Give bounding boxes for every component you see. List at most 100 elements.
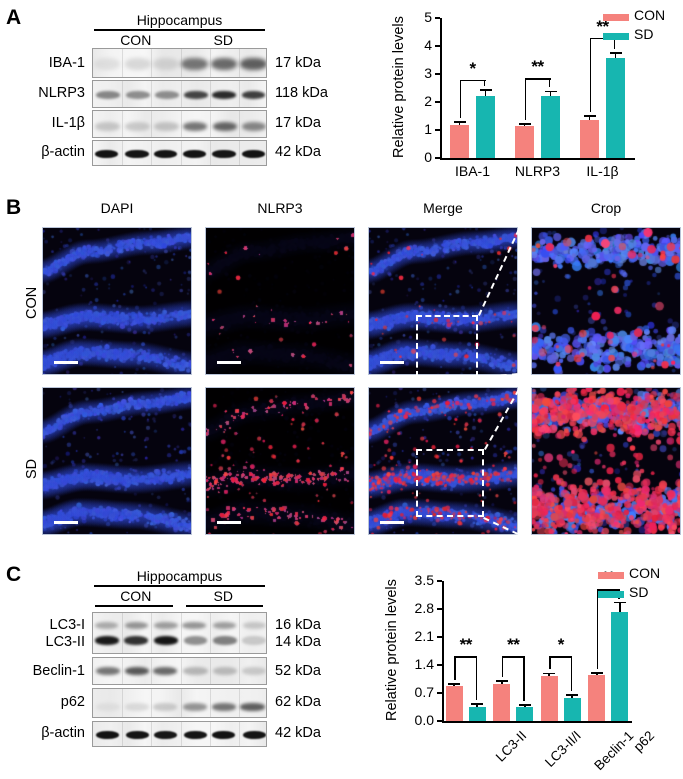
error-bar-cap (448, 683, 461, 685)
micrograph-row-label: CON (24, 286, 40, 319)
blot-band (212, 667, 237, 675)
legend-label-sd: SD (634, 26, 654, 42)
micrograph-sd-merge (368, 387, 518, 535)
blot-box (92, 48, 267, 78)
bar-sd (606, 57, 625, 158)
blot-band (212, 149, 236, 159)
significance-star: ** (459, 635, 473, 655)
y-axis (442, 581, 444, 721)
lane-separator (180, 141, 182, 165)
blot-band (182, 121, 208, 131)
blot-a-group-header: Hippocampus (136, 12, 223, 28)
blot-band (153, 149, 177, 159)
blot-band (124, 121, 150, 131)
x-axis (442, 721, 632, 723)
lane-separator (180, 49, 182, 77)
blot-band (211, 703, 237, 711)
lane-separator (238, 49, 240, 77)
blot-band (182, 703, 208, 711)
blot-band (94, 621, 119, 629)
lane-separator (238, 141, 240, 165)
y-tick (435, 17, 440, 19)
blot-box (92, 688, 267, 718)
lane-separator (122, 722, 124, 746)
error-bar (453, 683, 456, 686)
blot-band (152, 58, 180, 70)
blot-band (183, 635, 208, 645)
blot-band (183, 91, 208, 99)
scale-bar (54, 361, 78, 364)
blot-protein-label: β-actin (41, 144, 85, 160)
error-bar-cap (495, 680, 508, 682)
x-axis (440, 158, 635, 160)
lane-separator (151, 111, 153, 137)
panel-c-western-blot: Hippocampus CON SD LC3-I LC3-II Beclin-1 p6… (0, 556, 350, 779)
lane-separator (209, 111, 211, 137)
lane-separator (209, 658, 211, 684)
blot-box (92, 140, 267, 166)
error-bar-cap (471, 703, 484, 705)
blot-band (153, 730, 178, 740)
significance-star: * (557, 635, 565, 655)
blot-band (95, 667, 121, 675)
y-tick-label: 3.5 (414, 572, 434, 588)
error-bar (548, 673, 551, 676)
lane-separator (151, 613, 153, 653)
legend-label-con: CON (634, 7, 666, 23)
blot-box (92, 657, 267, 685)
lane-separator (209, 141, 211, 165)
lane-separator (151, 49, 153, 77)
error-bar-cap (543, 672, 556, 675)
blot-band (154, 121, 179, 131)
blot-band (95, 635, 119, 645)
y-tick (437, 580, 442, 582)
lane-separator (122, 613, 124, 653)
error-bar-cap (609, 52, 622, 54)
blot-band (182, 149, 207, 159)
bar-sd (611, 612, 629, 721)
y-tick (437, 608, 442, 610)
y-axis-label: Relative protein levels (391, 16, 407, 158)
y-tick-label: 0.7 (414, 684, 434, 700)
legend-swatch-con (603, 14, 629, 21)
roi-box-sd (416, 449, 484, 517)
error-bar (588, 115, 591, 120)
y-axis-label: Relative protein levels (384, 579, 400, 721)
scale-bar (380, 361, 404, 364)
error-bar (571, 695, 574, 698)
lane-separator (180, 613, 182, 653)
blot-band (211, 91, 236, 99)
blot-band (95, 730, 119, 740)
blot-mw-label: 17 kDa (275, 55, 321, 71)
y-tick (437, 664, 442, 666)
blot-band (154, 91, 179, 99)
blot-c-group-header: Hippocampus (136, 568, 223, 584)
blot-band (95, 91, 120, 99)
bar-sd (541, 95, 560, 158)
y-tick (437, 720, 442, 722)
blot-band (242, 621, 266, 629)
micrograph-row-label: SD (24, 458, 40, 479)
x-tick-label: NLRP3 (514, 163, 561, 179)
blot-band (154, 621, 178, 629)
bar-sd (516, 706, 534, 721)
lane-separator (151, 141, 153, 165)
significance-star: ** (507, 635, 520, 655)
blot-band (241, 121, 266, 131)
scale-bar (217, 521, 241, 524)
y-tick (435, 157, 440, 159)
lane-separator (151, 722, 153, 746)
blot-c-group-con: CON (120, 588, 152, 604)
blot-a-group-sd: SD (213, 32, 233, 48)
blot-protein-label: IBA-1 (48, 55, 85, 71)
scale-bar (217, 361, 241, 364)
blot-band (240, 58, 266, 70)
significance-star: ** (531, 57, 544, 77)
bar-sd (476, 96, 495, 158)
bar-con (515, 126, 534, 158)
y-tick-label: 1.4 (414, 656, 434, 672)
blot-band (153, 635, 178, 645)
legend-swatch-sd (603, 33, 629, 40)
scale-bar (54, 521, 78, 524)
blot-protein-label: β-actin (41, 725, 85, 741)
